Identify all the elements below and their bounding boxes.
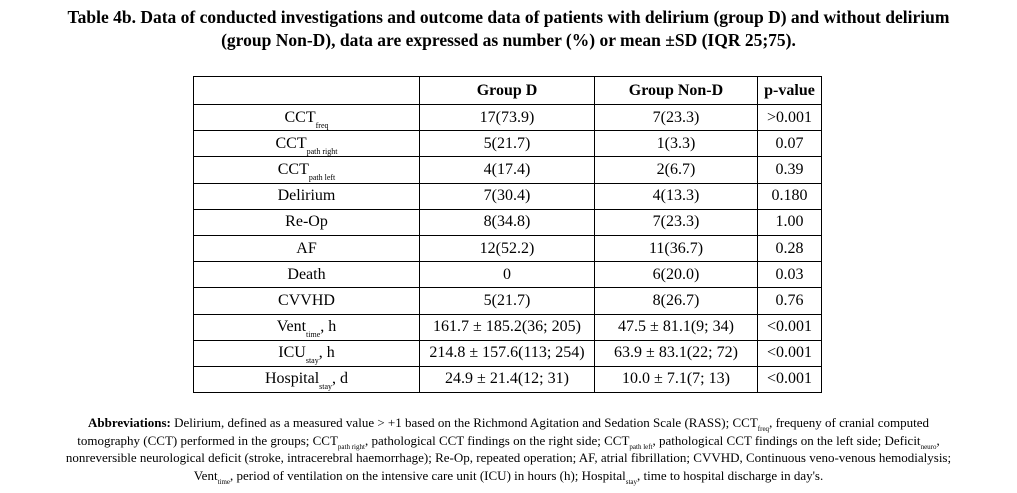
- cell-p-value: 0.28: [757, 234, 822, 263]
- cell-group-non-d: 8(26.7): [594, 287, 758, 315]
- cell-group-d: 161.7 ± 185.2(36; 205): [419, 313, 595, 341]
- caption-line-2: (group Non-D), data are expressed as num…: [221, 30, 796, 50]
- row-label: CCTfreq: [193, 103, 420, 132]
- cell-group-non-d: 7(23.3): [594, 103, 758, 132]
- abbr-line-1: Abbreviations: Delirium, defined as a me…: [88, 415, 929, 433]
- cell-p-value: <0.001: [757, 339, 822, 367]
- header-p-value: p-value: [757, 76, 822, 105]
- cell-group-non-d: 7(23.3): [594, 208, 758, 236]
- table-caption: Table 4b. Data of conducted investigatio…: [0, 6, 1017, 52]
- table-row: ICUstay, h 214.8 ± 157.6(113; 254) 63.9 ± …: [193, 339, 822, 367]
- cell-group-non-d: 10.0 ± 7.1(7; 13): [594, 365, 758, 394]
- cell-group-non-d: 63.9 ± 83.1(22; 72): [594, 339, 758, 367]
- cell-p-value: <0.001: [757, 365, 822, 394]
- row-label: Hospitalstay, d: [193, 365, 420, 394]
- row-label: Re-Op: [193, 208, 420, 236]
- header-row: Group D Group Non-D p-value: [193, 76, 822, 105]
- cell-p-value: >0.001: [757, 103, 822, 132]
- caption-line-1: Table 4b. Data of conducted investigatio…: [67, 7, 950, 27]
- cell-group-d: 7(30.4): [419, 182, 595, 210]
- table-row: Hospitalstay, d 24.9 ± 21.4(12; 31) 10.0 ±…: [193, 365, 822, 394]
- cell-group-non-d: 1(3.3): [594, 130, 758, 158]
- row-label: CCTpath left: [193, 156, 420, 184]
- cell-group-d: 5(21.7): [419, 287, 595, 315]
- cell-group-non-d: 6(20.0): [594, 261, 758, 289]
- cell-p-value: <0.001: [757, 313, 822, 341]
- cell-group-non-d: 47.5 ± 81.1(9; 34): [594, 313, 758, 341]
- cell-group-d: 214.8 ± 157.6(113; 254): [419, 339, 595, 367]
- results-table: Group D Group Non-D p-value CCTfreq 17(73…: [193, 76, 822, 394]
- cell-group-d: 0: [419, 261, 595, 289]
- cell-group-d: 24.9 ± 21.4(12; 31): [419, 365, 595, 394]
- table-row: Venttime, h 161.7 ± 185.2(36; 205) 47.5 ± …: [193, 313, 822, 341]
- cell-p-value: 1.00: [757, 208, 822, 236]
- cell-group-d: 5(21.7): [419, 130, 595, 158]
- cell-group-d: 12(52.2): [419, 234, 595, 263]
- cell-group-d: 8(34.8): [419, 208, 595, 236]
- header-empty: [193, 76, 420, 105]
- header-group-non-d: Group Non-D: [594, 76, 758, 105]
- cell-group-d: 4(17.4): [419, 156, 595, 184]
- cell-group-non-d: 2(6.7): [594, 156, 758, 184]
- abbr-line-3: nonreversible neurological deficit (stro…: [65, 450, 952, 465]
- table-row: CCTpath right 5(21.7) 1(3.3) 0.07: [193, 130, 822, 158]
- cell-group-non-d: 11(36.7): [594, 234, 758, 263]
- table-row: CCTpath left 4(17.4) 2(6.7) 0.39: [193, 156, 822, 184]
- row-label: CVVHD: [193, 287, 420, 315]
- row-label: AF: [193, 234, 420, 263]
- table-row: CCTfreq 17(73.9) 7(23.3) >0.001: [193, 103, 822, 132]
- abbreviations-note: Abbreviations: Delirium, defined as a me…: [0, 414, 1017, 486]
- cell-p-value: 0.07: [757, 130, 822, 158]
- cell-p-value: 0.76: [757, 287, 822, 315]
- table-row: Death 0 6(20.0) 0.03: [193, 261, 822, 289]
- row-label: Death: [193, 261, 420, 289]
- row-label: Venttime, h: [193, 313, 420, 341]
- row-label: ICUstay, h: [193, 339, 420, 367]
- row-label: Delirium: [193, 182, 420, 210]
- table-row: AF 12(52.2) 11(36.7) 0.28: [193, 234, 822, 263]
- table-row: Delirium 7(30.4) 4(13.3) 0.180: [193, 182, 822, 210]
- table-row: CVVHD 5(21.7) 8(26.7) 0.76: [193, 287, 822, 315]
- cell-group-d: 17(73.9): [419, 103, 595, 132]
- cell-p-value: 0.39: [757, 156, 822, 184]
- abbr-line-4: Venttime, period of ventilation on the i…: [193, 467, 824, 486]
- abbr-lead: Abbreviations:: [88, 415, 171, 430]
- cell-p-value: 0.03: [757, 261, 822, 289]
- row-label: CCTpath right: [193, 130, 420, 158]
- header-group-d: Group D: [419, 76, 595, 105]
- table-row: Re-Op 8(34.8) 7(23.3) 1.00: [193, 208, 822, 236]
- cell-group-non-d: 4(13.3): [594, 182, 758, 210]
- cell-p-value: 0.180: [757, 182, 822, 210]
- abbr-line-2: tomography (CCT) performed in the groups…: [77, 432, 940, 451]
